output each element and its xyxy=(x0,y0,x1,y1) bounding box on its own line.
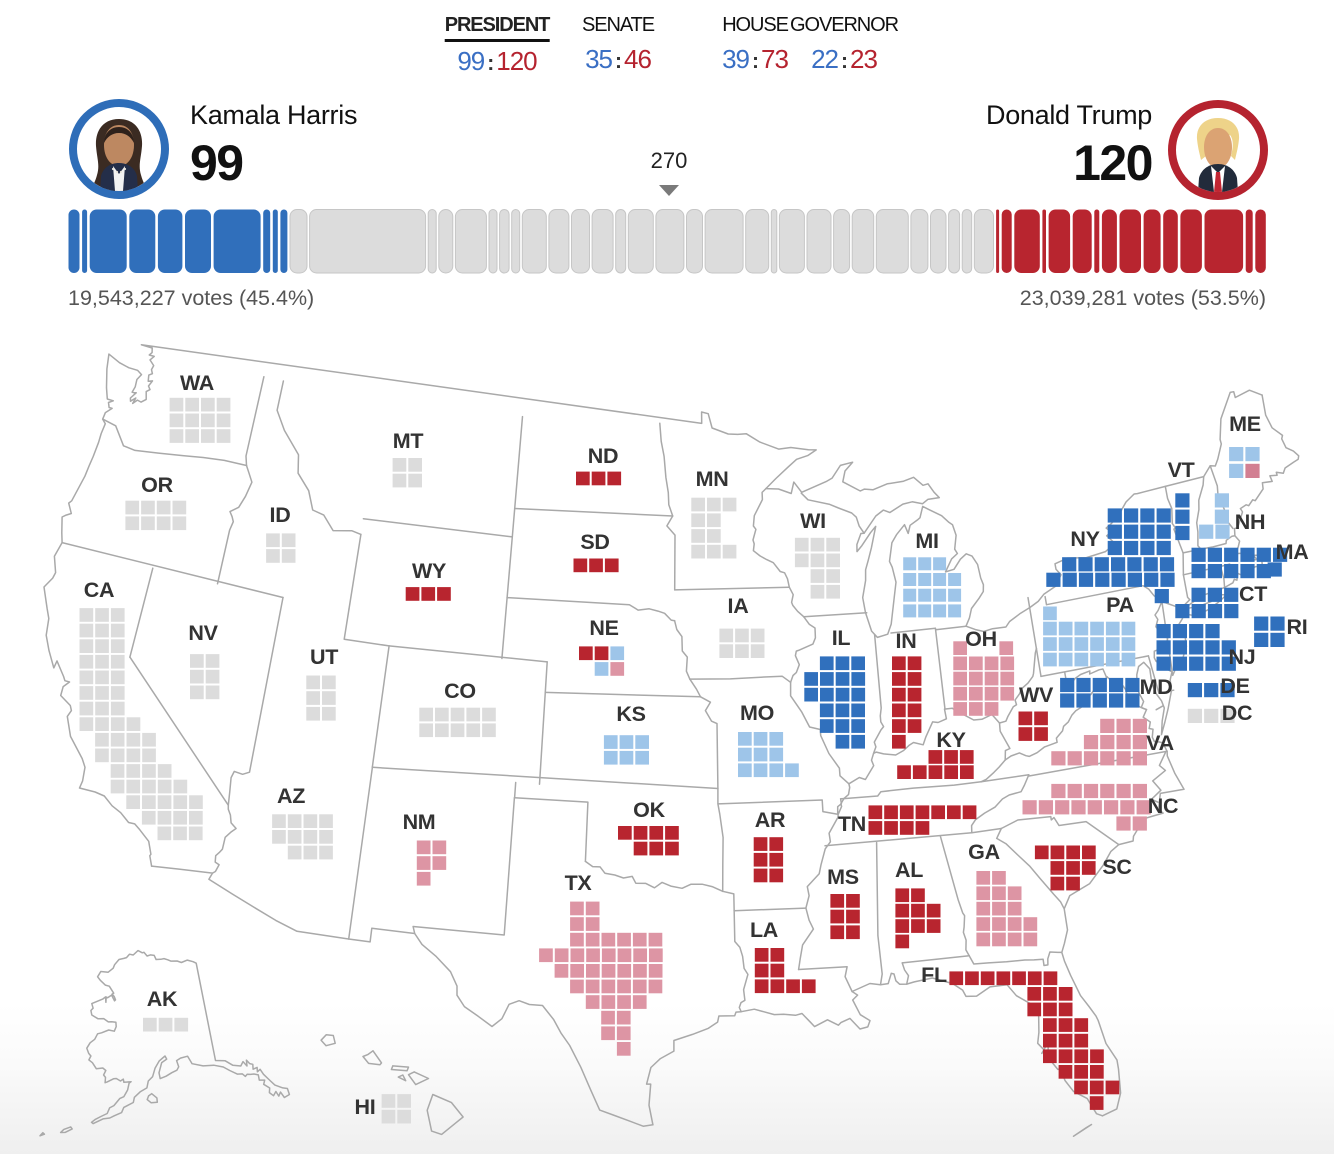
svg-text:OK: OK xyxy=(633,798,665,822)
svg-text:NJ: NJ xyxy=(1229,645,1256,669)
svg-text:AK: AK xyxy=(147,987,178,1011)
svg-text:HI: HI xyxy=(355,1095,376,1119)
svg-text:KS: KS xyxy=(616,702,645,726)
svg-text:MD: MD xyxy=(1140,675,1173,699)
svg-text:WA: WA xyxy=(180,371,214,395)
svg-text:DC: DC xyxy=(1222,701,1252,725)
svg-text:CT: CT xyxy=(1239,582,1267,606)
svg-text:MA: MA xyxy=(1276,540,1309,564)
svg-text:UT: UT xyxy=(310,645,338,669)
svg-text:ME: ME xyxy=(1229,412,1261,436)
svg-text:MO: MO xyxy=(740,701,774,725)
svg-text:WV: WV xyxy=(1019,683,1054,707)
svg-text:LA: LA xyxy=(750,918,778,942)
svg-text:WI: WI xyxy=(800,509,826,533)
svg-text:MS: MS xyxy=(827,865,859,889)
svg-text:VT: VT xyxy=(1168,458,1195,482)
svg-text:WY: WY xyxy=(412,559,446,583)
svg-text:FL: FL xyxy=(921,963,947,987)
svg-text:CA: CA xyxy=(84,578,114,602)
svg-text:TN: TN xyxy=(838,812,866,836)
svg-text:NH: NH xyxy=(1235,510,1265,534)
svg-text:MN: MN xyxy=(696,467,729,491)
svg-text:NC: NC xyxy=(1148,794,1178,818)
svg-text:ID: ID xyxy=(270,503,291,527)
svg-text:KY: KY xyxy=(936,728,965,752)
svg-text:RI: RI xyxy=(1287,615,1308,639)
svg-text:IN: IN xyxy=(896,629,917,653)
svg-text:NM: NM xyxy=(403,810,436,834)
svg-text:CO: CO xyxy=(444,679,476,703)
svg-text:AZ: AZ xyxy=(277,784,305,808)
svg-text:DE: DE xyxy=(1220,674,1249,698)
svg-text:NY: NY xyxy=(1070,527,1099,551)
svg-text:SD: SD xyxy=(580,530,609,554)
svg-text:VA: VA xyxy=(1146,731,1174,755)
svg-text:MI: MI xyxy=(915,529,938,553)
svg-text:IA: IA xyxy=(728,594,749,618)
svg-text:MT: MT xyxy=(393,429,424,453)
svg-text:OR: OR xyxy=(141,473,173,497)
svg-text:AL: AL xyxy=(895,858,923,882)
svg-text:GA: GA xyxy=(968,840,1000,864)
svg-text:TX: TX xyxy=(565,871,593,895)
svg-text:AR: AR xyxy=(755,808,786,832)
svg-text:IL: IL xyxy=(832,626,851,650)
svg-text:ND: ND xyxy=(588,444,618,468)
svg-text:SC: SC xyxy=(1102,855,1131,879)
svg-text:NV: NV xyxy=(188,621,218,645)
svg-text:PA: PA xyxy=(1106,593,1134,617)
svg-text:NE: NE xyxy=(589,616,618,640)
svg-text:OH: OH xyxy=(965,627,997,651)
